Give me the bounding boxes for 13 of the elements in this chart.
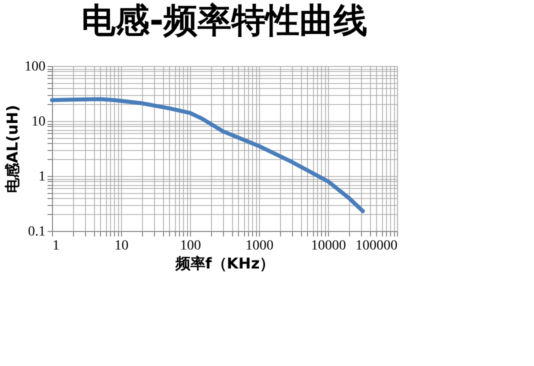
- x-tick-label: 10: [114, 238, 128, 254]
- x-tick-label: 100: [180, 238, 201, 254]
- y-tick-label: 1: [38, 170, 46, 184]
- y-tick-label: 10: [32, 114, 46, 130]
- x-tick-label: 1: [52, 238, 60, 254]
- y-tick-label: 0.1: [28, 224, 46, 240]
- chart-title: 电感-频率特性曲线: [81, 1, 368, 41]
- x-tick-label: 1000: [246, 238, 274, 254]
- x-tick-label: 100000: [356, 238, 398, 254]
- x-axis-title: 频率f（KHz）: [174, 254, 275, 272]
- y-tick-label: 100: [24, 60, 46, 74]
- x-tick-label: 10000: [311, 238, 346, 254]
- y-axis-title: 电感AL(uH): [4, 104, 22, 194]
